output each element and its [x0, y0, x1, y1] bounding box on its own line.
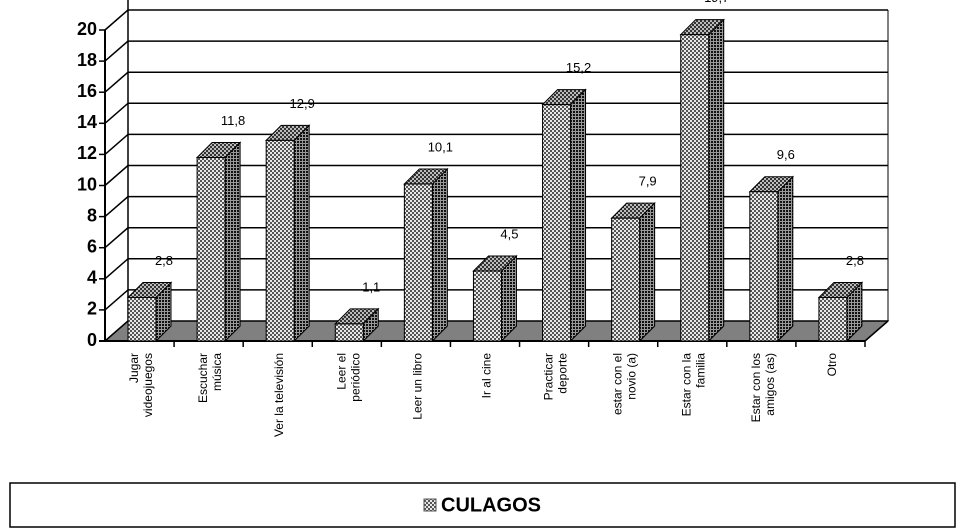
x-tick-label: Estar con lafamilia — [680, 353, 708, 417]
y-tick-label: 4 — [87, 268, 97, 288]
value-label: 4,5 — [500, 226, 518, 241]
bar — [334, 323, 364, 342]
x-tick-label-line: periódico — [348, 353, 362, 402]
y-tick-label: 20 — [77, 19, 97, 39]
legend-label: CULAGOS — [441, 494, 541, 516]
bar-side — [431, 167, 448, 343]
grid-line — [104, 164, 129, 187]
y-tick-label: 18 — [77, 50, 97, 70]
bar — [611, 217, 641, 342]
x-tick-label-line: amigos (as) — [763, 353, 777, 416]
x-tick-label: Practicardeporte — [542, 353, 570, 401]
x-tick-label-line: Practicar — [542, 353, 556, 400]
bar-side — [224, 141, 241, 343]
bar — [196, 157, 226, 342]
x-tick-label-line: Jugar — [127, 353, 141, 383]
grid-line — [104, 227, 129, 249]
x-tick-label-line: familia — [694, 353, 708, 388]
x-tick-label: Ver la televisión — [272, 353, 286, 437]
x-tick-label-line: videojuegos — [141, 353, 155, 417]
x-tick-label: Estar con losamigos (as) — [749, 353, 777, 422]
bar — [542, 104, 572, 342]
x-tick-label-line: Otro — [825, 353, 839, 377]
x-tick-label: Leer elperiódico — [334, 353, 362, 402]
grid-line — [104, 196, 129, 218]
bar — [127, 296, 157, 342]
bar — [403, 183, 433, 342]
y-tick-label: 10 — [77, 174, 97, 194]
value-label: 2,8 — [155, 253, 173, 268]
x-tick-label: estar con elnovio (a) — [611, 353, 639, 415]
bar — [472, 270, 502, 342]
grid-line — [104, 71, 129, 93]
grid-line — [104, 320, 129, 342]
value-label: 2,8 — [846, 253, 864, 268]
y-tick-label: 8 — [87, 205, 97, 225]
bar-side — [708, 18, 725, 343]
value-label: 1,1 — [362, 279, 380, 294]
bar-side — [639, 201, 656, 343]
x-tick-label: Leer un libro — [411, 353, 425, 420]
x-tick-label-line: Estar con la — [680, 353, 694, 417]
y-tick-label: 16 — [77, 81, 97, 101]
y-tick-label: 12 — [77, 143, 97, 163]
x-tick-label-line: Escuchar — [196, 353, 210, 403]
bar-side — [777, 175, 794, 343]
x-tick-label: Jugarvideojuegos — [127, 353, 155, 417]
value-label: 7,9 — [639, 174, 657, 189]
x-tick-label-line: música — [210, 353, 224, 391]
grid-line — [104, 9, 129, 31]
x-tick-label-line: novio (a) — [625, 353, 639, 400]
x-tick-label-line: deporte — [556, 353, 570, 394]
value-label: 12,9 — [290, 96, 315, 111]
x-tick-label-line: Leer un libro — [411, 353, 425, 420]
value-label: 10,1 — [428, 139, 453, 154]
x-tick-label-line: Ver la televisión — [272, 353, 286, 437]
x-tick-label: Ir al cine — [480, 353, 494, 399]
bar-side — [293, 124, 310, 343]
x-tick-label-line: Ir al cine — [480, 353, 494, 399]
grid-line — [104, 133, 129, 155]
legend-swatch — [423, 498, 437, 512]
bar — [749, 191, 779, 342]
grid-line — [104, 289, 129, 311]
x-tick-label-line: estar con el — [611, 353, 625, 415]
legend-box — [9, 482, 956, 528]
y-tick-label: 6 — [87, 236, 97, 256]
value-label: 9,6 — [777, 147, 795, 162]
x-tick-label: Otro — [825, 353, 839, 377]
value-label: 19,7 — [704, 0, 729, 5]
value-label: 11,8 — [221, 113, 245, 128]
y-tick-label: 14 — [77, 112, 97, 132]
bar — [680, 34, 710, 342]
value-label: 15,2 — [566, 60, 591, 75]
grid-line — [104, 102, 129, 124]
bar — [265, 139, 295, 342]
y-tick-label: 0 — [87, 330, 97, 350]
x-tick-label-line: Estar con los — [749, 353, 763, 422]
grid-line — [104, 258, 129, 280]
y-tick-label: 2 — [87, 299, 97, 319]
floor-right-edge — [864, 320, 889, 342]
x-tick-label-line: Leer el — [334, 353, 348, 390]
x-tick-label: Escucharmúsica — [196, 353, 224, 403]
bar-side — [570, 88, 587, 343]
grid-line — [104, 40, 129, 62]
bar — [818, 296, 848, 342]
